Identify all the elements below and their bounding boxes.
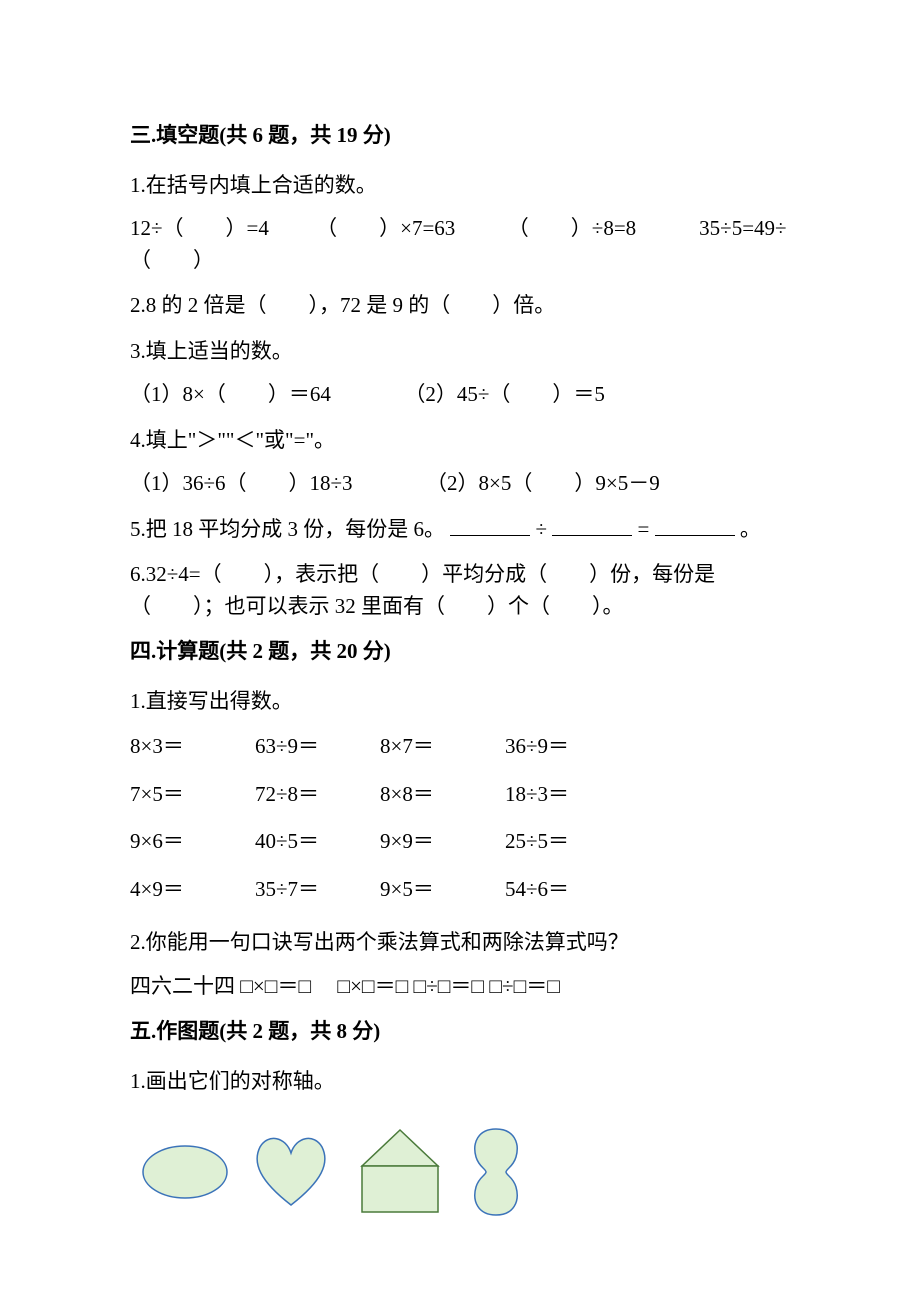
calc-cell: 9×9＝ [380, 818, 505, 866]
q3-1: 1.在括号内填上合适的数。 12÷（ ）=4 （ ）×7=63 （ ）÷8=8 … [130, 170, 790, 277]
heart-icon [250, 1133, 332, 1211]
calc-table: 8×3＝ 63÷9＝ 8×7＝ 36÷9＝ 7×5＝ 72÷8＝ 8×8＝ 18… [130, 723, 630, 913]
section-3-header: 三.填空题(共 6 题，共 19 分) [130, 120, 790, 152]
blank-2 [552, 515, 632, 536]
section-5-header: 五.作图题(共 2 题，共 8 分) [130, 1016, 790, 1048]
calc-cell: 25÷5＝ [505, 818, 630, 866]
calc-cell: 9×5＝ [380, 866, 505, 914]
calc-cell: 36÷9＝ [505, 723, 630, 771]
q4-2-line: 四六二十四 □×□＝□ □×□＝□ □÷□＝□ □÷□＝□ [130, 971, 790, 1003]
calc-cell: 18÷3＝ [505, 771, 630, 819]
q3-4-line: （1）36÷6（ ）18÷3 （2）8×5（ ）9×5－9 [130, 468, 790, 500]
section-4-header: 四.计算题(共 2 题，共 20 分) [130, 636, 790, 668]
q3-2: 2.8 的 2 倍是（ ），72 是 9 的（ ）倍。 [130, 290, 790, 322]
table-row: 9×6＝ 40÷5＝ 9×9＝ 25÷5＝ [130, 818, 630, 866]
q3-3-intro: 3.填上适当的数。 [130, 336, 790, 368]
q3-6: 6.32÷4=（ ），表示把（ ）平均分成（ ）份，每份是（ ）；也可以表示 3… [130, 559, 790, 622]
q3-1-line: 12÷（ ）=4 （ ）×7=63 （ ）÷8=8 35÷5=49÷（ ） [130, 213, 790, 276]
q3-3: 3.填上适当的数。 （1）8×（ ）＝64 （2）45÷（ ）＝5 [130, 336, 790, 411]
calc-cell: 8×7＝ [380, 723, 505, 771]
q4-1-intro: 1.直接写出得数。 [130, 686, 790, 718]
q3-4: 4.填上"＞""＜"或"="。 （1）36÷6（ ）18÷3 （2）8×5（ ）… [130, 425, 790, 500]
calc-cell: 7×5＝ [130, 771, 255, 819]
shapes-row [140, 1125, 790, 1219]
blank-3 [655, 515, 735, 536]
q3-5-eq: = [638, 517, 650, 541]
ellipse-icon [140, 1142, 230, 1202]
house-icon [352, 1126, 448, 1218]
calc-cell: 72÷8＝ [255, 771, 380, 819]
q3-5: 5.把 18 平均分成 3 份，每份是 6。 ÷ = 。 [130, 514, 790, 546]
q3-1-intro: 1.在括号内填上合适的数。 [130, 170, 790, 202]
q3-5-pre: 5.把 18 平均分成 3 份，每份是 6。 [130, 517, 445, 541]
q3-3-line: （1）8×（ ）＝64 （2）45÷（ ）＝5 [130, 379, 790, 411]
calc-cell: 4×9＝ [130, 866, 255, 914]
table-row: 8×3＝ 63÷9＝ 8×7＝ 36÷9＝ [130, 723, 630, 771]
calc-cell: 9×6＝ [130, 818, 255, 866]
q3-4-intro: 4.填上"＞""＜"或"="。 [130, 425, 790, 457]
calc-cell: 35÷7＝ [255, 866, 380, 914]
q4-2-intro: 2.你能用一句口诀写出两个乘法算式和两除法算式吗？ [130, 927, 790, 959]
calc-cell: 8×3＝ [130, 723, 255, 771]
table-row: 7×5＝ 72÷8＝ 8×8＝ 18÷3＝ [130, 771, 630, 819]
blank-1 [450, 515, 530, 536]
calc-cell: 8×8＝ [380, 771, 505, 819]
calc-cell: 63÷9＝ [255, 723, 380, 771]
q5-1: 1.画出它们的对称轴。 [130, 1066, 790, 1098]
calc-cell: 40÷5＝ [255, 818, 380, 866]
table-row: 4×9＝ 35÷7＝ 9×5＝ 54÷6＝ [130, 866, 630, 914]
figure-eight-icon [468, 1125, 524, 1219]
calc-cell: 54÷6＝ [505, 866, 630, 914]
q3-5-div: ÷ [536, 517, 548, 541]
q3-5-end: 。 [740, 517, 761, 541]
